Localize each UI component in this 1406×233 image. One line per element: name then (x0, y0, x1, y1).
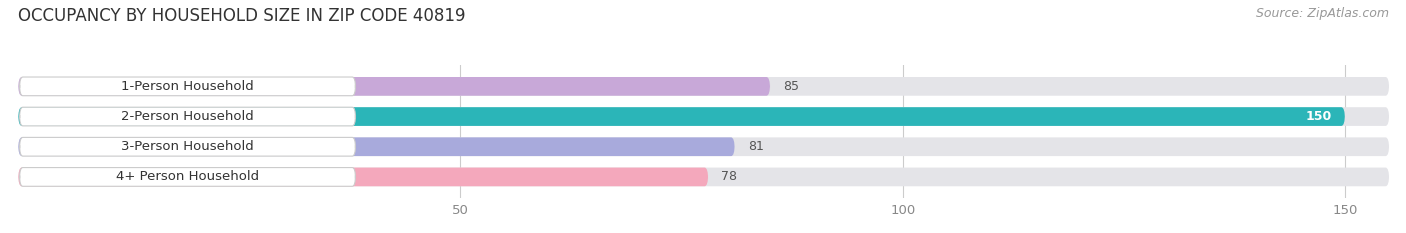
Text: 150: 150 (1305, 110, 1331, 123)
FancyBboxPatch shape (18, 168, 709, 186)
Text: 81: 81 (748, 140, 763, 153)
Text: 85: 85 (783, 80, 799, 93)
FancyBboxPatch shape (18, 77, 770, 96)
FancyBboxPatch shape (20, 168, 356, 186)
FancyBboxPatch shape (20, 77, 356, 96)
Text: OCCUPANCY BY HOUSEHOLD SIZE IN ZIP CODE 40819: OCCUPANCY BY HOUSEHOLD SIZE IN ZIP CODE … (18, 7, 465, 25)
Text: 1-Person Household: 1-Person Household (121, 80, 254, 93)
FancyBboxPatch shape (18, 107, 1389, 126)
Text: Source: ZipAtlas.com: Source: ZipAtlas.com (1256, 7, 1389, 20)
Text: 78: 78 (721, 170, 737, 183)
FancyBboxPatch shape (18, 77, 1389, 96)
FancyBboxPatch shape (18, 107, 1346, 126)
FancyBboxPatch shape (18, 137, 735, 156)
FancyBboxPatch shape (18, 168, 1389, 186)
Text: 3-Person Household: 3-Person Household (121, 140, 254, 153)
FancyBboxPatch shape (20, 137, 356, 156)
Text: 2-Person Household: 2-Person Household (121, 110, 254, 123)
FancyBboxPatch shape (20, 107, 356, 126)
Text: 4+ Person Household: 4+ Person Household (115, 170, 259, 183)
FancyBboxPatch shape (18, 137, 1389, 156)
